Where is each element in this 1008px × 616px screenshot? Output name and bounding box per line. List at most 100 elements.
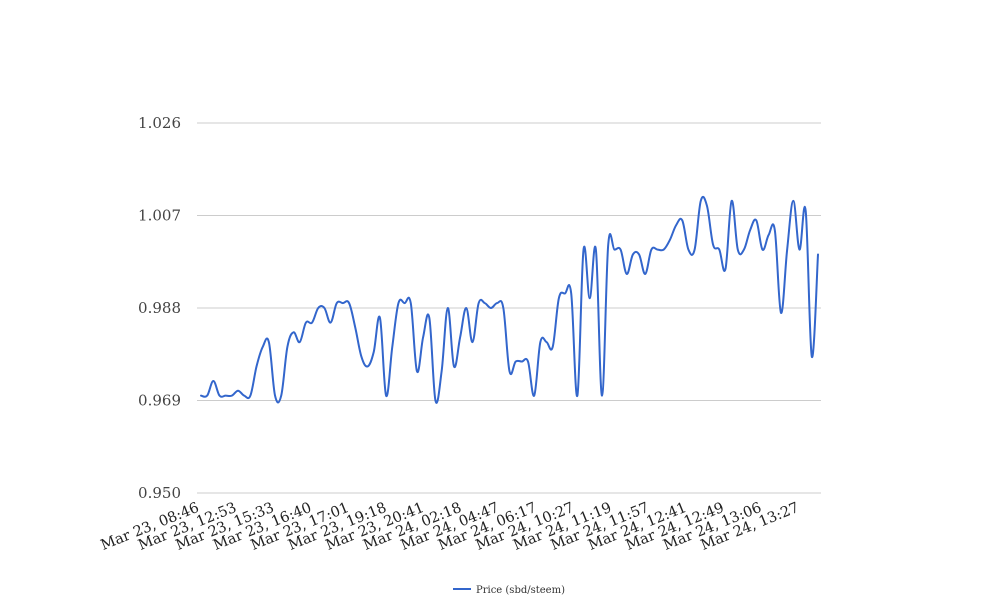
data-point [464, 306, 468, 310]
data-point [711, 243, 715, 247]
data-point [409, 301, 413, 305]
data-point [359, 355, 363, 359]
data-point [662, 248, 666, 252]
data-point [390, 345, 394, 349]
data-point [606, 243, 610, 247]
data-point [230, 394, 234, 398]
data-point [723, 267, 727, 271]
data-point [588, 296, 592, 300]
data-point [495, 301, 499, 305]
data-point [211, 379, 215, 383]
data-point [224, 394, 228, 398]
data-point [501, 306, 505, 310]
data-point [335, 301, 339, 305]
data-point [248, 394, 252, 398]
data-point [699, 199, 703, 203]
data-point [693, 248, 697, 252]
data-point [353, 325, 357, 329]
legend: Price (sbd/steem) [453, 585, 565, 596]
data-point [384, 394, 388, 398]
data-point [304, 321, 308, 325]
data-point [748, 228, 752, 232]
data-point [668, 238, 672, 242]
data-point [458, 335, 462, 339]
data-point [791, 199, 795, 203]
data-point [773, 228, 777, 232]
data-point [255, 364, 259, 368]
data-point [366, 364, 370, 368]
data-point [483, 301, 487, 305]
data-point [267, 340, 271, 344]
data-point [612, 248, 616, 252]
data-point [427, 316, 431, 320]
data-point [816, 252, 820, 256]
data-point [563, 291, 567, 295]
data-point [470, 340, 474, 344]
gridlines [197, 122, 821, 494]
data-point [538, 340, 542, 344]
data-point [279, 394, 283, 398]
y-tick-label: 1.007 [138, 207, 181, 225]
data-point [372, 350, 376, 354]
data-point [205, 394, 209, 398]
data-point [403, 301, 407, 305]
data-point [199, 394, 203, 398]
y-tick-label: 0.969 [138, 392, 181, 410]
data-point [717, 248, 721, 252]
legend-label-price: Price (sbd/steem) [476, 585, 565, 596]
data-point [532, 394, 536, 398]
data-point [619, 248, 623, 252]
data-point [705, 204, 709, 208]
data-point [273, 394, 277, 398]
data-point [514, 360, 518, 364]
data-point [489, 306, 493, 310]
data-point [594, 248, 598, 252]
data-point [508, 369, 512, 373]
data-point [347, 301, 351, 305]
data-point [754, 218, 758, 222]
data-point [433, 399, 437, 403]
data-point [452, 364, 456, 368]
data-point [760, 248, 764, 252]
data-point [625, 272, 629, 276]
data-point [656, 248, 660, 252]
data-point [680, 218, 684, 222]
data-point [600, 394, 604, 398]
data-point [810, 355, 814, 359]
data-point [643, 272, 647, 276]
y-axis-ticks: 0.950 0.969 0.988 1.007 1.026 [138, 114, 181, 502]
data-point [797, 248, 801, 252]
data-point [742, 248, 746, 252]
data-point [557, 296, 561, 300]
data-point [242, 394, 246, 398]
data-point [378, 316, 382, 320]
series-layer [199, 195, 820, 404]
data-point [236, 389, 240, 393]
data-point [322, 306, 326, 310]
data-point [298, 340, 302, 344]
data-point [415, 369, 419, 373]
data-point [730, 199, 734, 203]
data-point [520, 360, 524, 364]
y-tick-label: 0.950 [138, 484, 181, 502]
data-point [261, 345, 265, 349]
data-point [785, 248, 789, 252]
data-point [575, 394, 579, 398]
data-point [551, 345, 555, 349]
data-point [329, 321, 333, 325]
data-point [736, 248, 740, 252]
data-point [582, 248, 586, 252]
data-point [631, 252, 635, 256]
data-point [779, 311, 783, 315]
data-point [804, 209, 808, 213]
data-point [526, 360, 530, 364]
data-point [440, 369, 444, 373]
data-point [674, 223, 678, 227]
series-line-price [200, 195, 819, 404]
data-point [292, 330, 296, 334]
data-point [421, 335, 425, 339]
data-point [310, 321, 314, 325]
data-point [316, 306, 320, 310]
